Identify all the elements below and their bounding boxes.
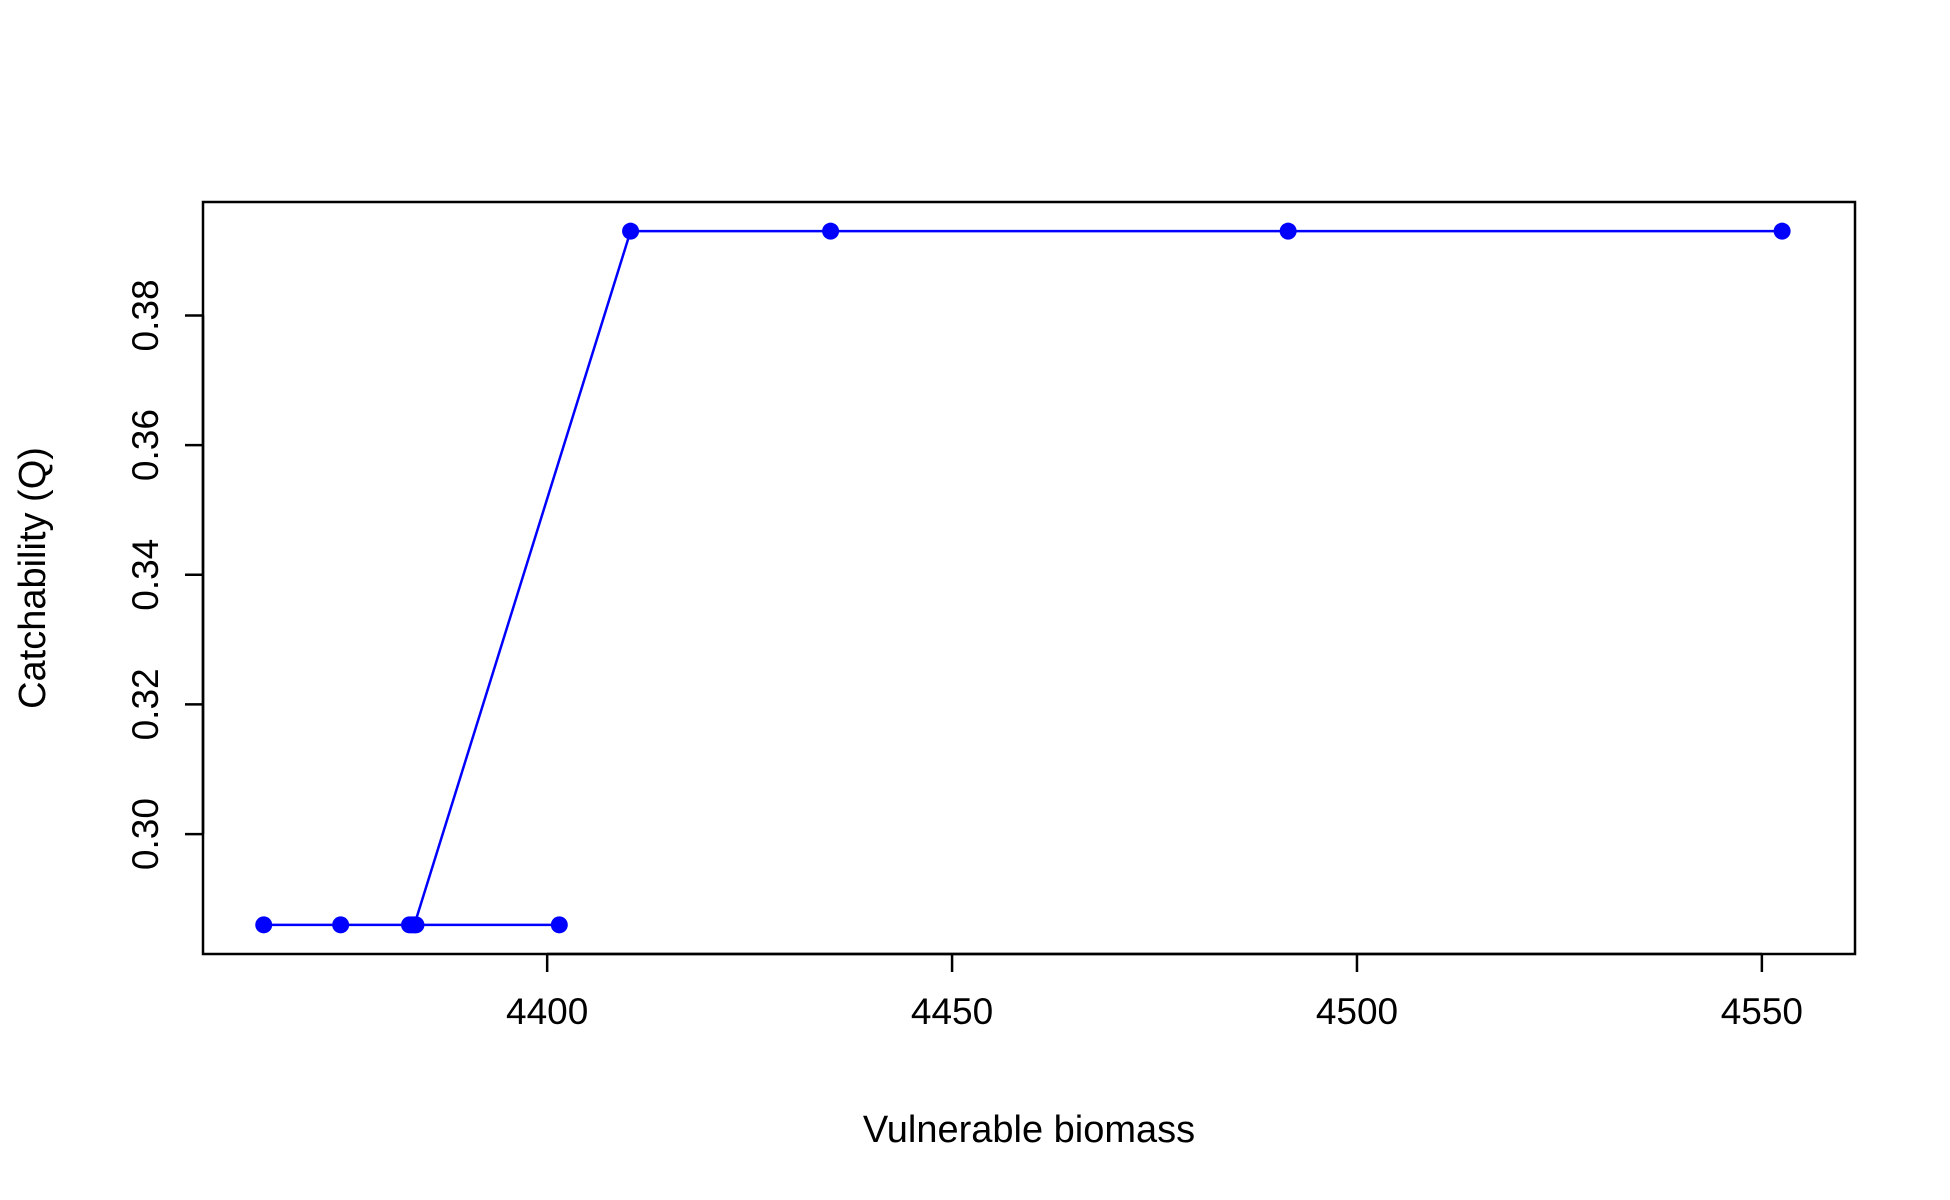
y-axis: 0.30 0.32 0.34 0.36 0.38 [125, 279, 205, 870]
y-tick-label: 0.30 [125, 798, 166, 870]
x-axis-title: Vulnerable biomass [863, 1109, 1195, 1151]
y-tick-label: 0.36 [125, 409, 166, 481]
x-tick-label: 4450 [911, 991, 993, 1032]
data-point [550, 916, 568, 934]
x-tick-label: 4550 [1721, 991, 1803, 1032]
x-tick-label: 4400 [506, 991, 588, 1032]
y-tick-label: 0.32 [125, 668, 166, 740]
data-point [622, 222, 640, 240]
data-point [255, 916, 273, 934]
data-point [1279, 222, 1297, 240]
y-tick-label: 0.34 [125, 539, 166, 611]
x-tick-label: 4500 [1316, 991, 1398, 1032]
data-point [822, 222, 840, 240]
y-tick-label: 0.38 [125, 279, 166, 351]
series-layer [255, 222, 1791, 934]
data-point [332, 916, 350, 934]
x-axis: 4400 4450 4500 4550 [506, 952, 1803, 1032]
data-point [405, 916, 423, 934]
data-point [1773, 222, 1791, 240]
y-axis-title: Catchability (Q) [12, 447, 54, 709]
